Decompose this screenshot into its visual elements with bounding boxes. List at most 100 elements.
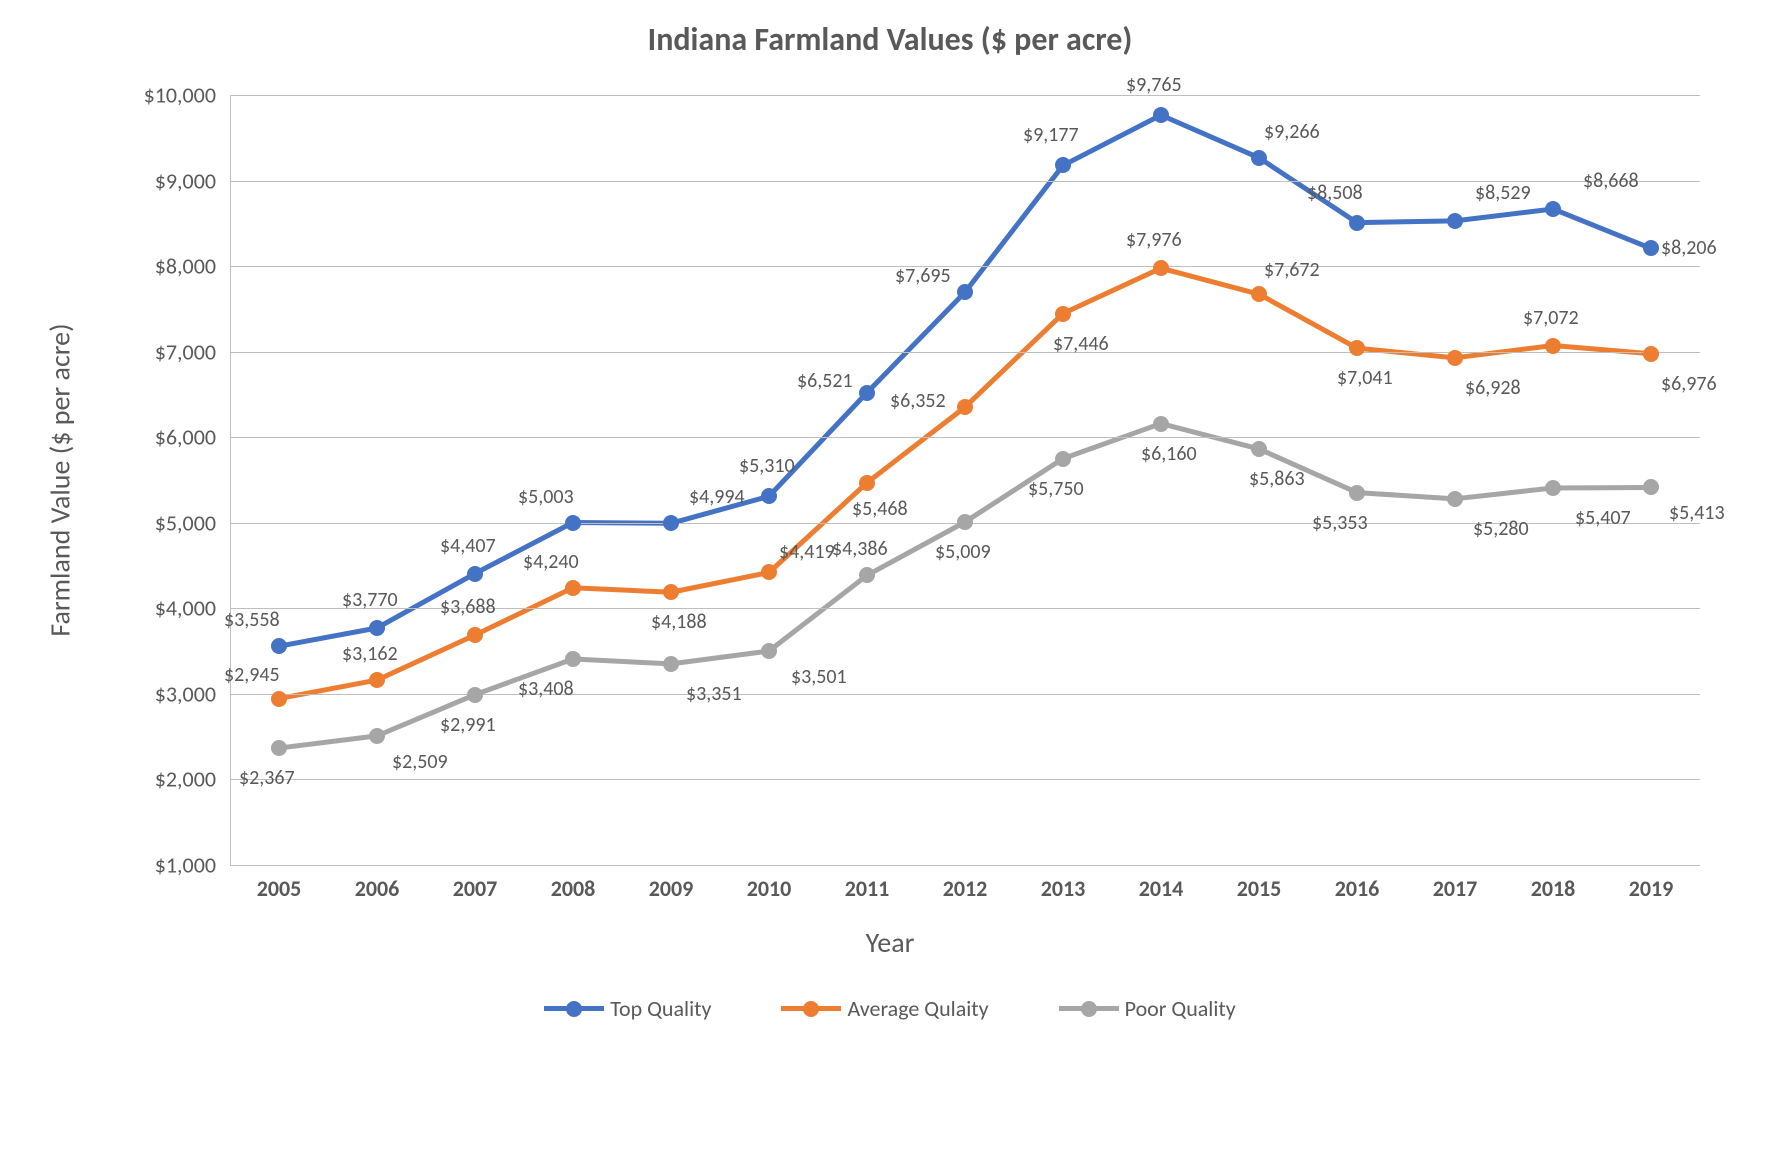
legend-marker — [1081, 1001, 1097, 1017]
gridline — [230, 779, 1700, 780]
data-marker — [859, 385, 875, 401]
data-marker — [1153, 416, 1169, 432]
y-tick-label: $9,000 — [155, 167, 230, 194]
data-marker — [565, 515, 581, 531]
data-label: $2,509 — [392, 750, 448, 774]
data-marker — [663, 515, 679, 531]
x-tick-label: 2016 — [1335, 865, 1380, 902]
data-label: $7,446 — [1053, 332, 1109, 356]
data-marker — [271, 638, 287, 654]
series-line — [279, 268, 1651, 698]
x-tick-label: 2015 — [1237, 865, 1282, 902]
data-marker — [957, 514, 973, 530]
plot-svg — [230, 95, 1700, 865]
x-tick-label: 2017 — [1433, 865, 1478, 902]
data-marker — [1643, 346, 1659, 362]
data-label: $4,407 — [440, 534, 496, 558]
data-marker — [467, 687, 483, 703]
data-label: $5,863 — [1249, 467, 1305, 491]
data-marker — [1153, 107, 1169, 123]
data-marker — [1055, 306, 1071, 322]
legend-item: Top Quality — [544, 995, 711, 1022]
data-marker — [1447, 213, 1463, 229]
y-tick-label: $7,000 — [155, 338, 230, 365]
data-label: $4,240 — [523, 550, 579, 574]
x-tick-label: 2009 — [649, 865, 694, 902]
data-marker — [369, 620, 385, 636]
data-marker — [957, 284, 973, 300]
data-marker — [1545, 338, 1561, 354]
x-tick-label: 2011 — [845, 865, 890, 902]
data-label: $7,695 — [895, 264, 951, 288]
data-label: $7,976 — [1126, 228, 1182, 252]
data-marker — [369, 672, 385, 688]
x-tick-label: 2013 — [1041, 865, 1086, 902]
legend-marker — [803, 1001, 819, 1017]
data-label: $2,991 — [440, 713, 496, 737]
data-marker — [1447, 350, 1463, 366]
y-tick-label: $5,000 — [155, 509, 230, 536]
data-marker — [1349, 340, 1365, 356]
legend-label: Top Quality — [610, 995, 711, 1022]
data-label: $2,367 — [239, 766, 295, 790]
data-label: $5,003 — [518, 485, 574, 509]
x-tick-label: 2012 — [943, 865, 988, 902]
data-marker — [761, 488, 777, 504]
data-marker — [1251, 286, 1267, 302]
data-label: $3,408 — [518, 677, 574, 701]
data-label: $5,280 — [1473, 517, 1529, 541]
gridline — [230, 266, 1700, 267]
legend-marker — [566, 1001, 582, 1017]
data-label: $7,041 — [1337, 366, 1393, 390]
data-label: $5,310 — [739, 454, 795, 478]
x-axis-title: Year — [0, 925, 1780, 960]
x-tick-label: 2010 — [747, 865, 792, 902]
gridline — [230, 352, 1700, 353]
gridline — [230, 694, 1700, 695]
data-marker — [271, 740, 287, 756]
y-tick-label: $3,000 — [155, 680, 230, 707]
data-marker — [1643, 240, 1659, 256]
legend-label: Poor Quality — [1125, 995, 1236, 1022]
data-marker — [1055, 157, 1071, 173]
legend-line-wrap — [1059, 1006, 1119, 1011]
data-marker — [1153, 260, 1169, 276]
gridline — [230, 95, 1700, 96]
x-tick-label: 2006 — [355, 865, 400, 902]
chart-container: Indiana Farmland Values ($ per acre) $1,… — [0, 0, 1780, 1150]
data-label: $6,928 — [1465, 376, 1521, 400]
legend-line-wrap — [544, 1006, 604, 1011]
data-label: $5,750 — [1028, 477, 1084, 501]
x-tick-label: 2019 — [1629, 865, 1674, 902]
data-marker — [957, 399, 973, 415]
data-label: $4,419 — [779, 540, 835, 564]
data-marker — [565, 651, 581, 667]
gridline — [230, 437, 1700, 438]
data-label: $5,407 — [1575, 506, 1631, 530]
data-marker — [1545, 480, 1561, 496]
x-tick-label: 2008 — [551, 865, 596, 902]
data-marker — [761, 564, 777, 580]
x-tick-label: 2005 — [257, 865, 302, 902]
data-label: $6,160 — [1141, 442, 1197, 466]
data-label: $7,072 — [1523, 306, 1579, 330]
data-marker — [1447, 491, 1463, 507]
series-line — [279, 115, 1651, 646]
data-label: $9,266 — [1264, 120, 1320, 144]
legend: Top QualityAverage QulaityPoor Quality — [0, 995, 1780, 1022]
data-marker — [1055, 451, 1071, 467]
data-marker — [663, 656, 679, 672]
data-marker — [859, 567, 875, 583]
data-label: $5,468 — [852, 497, 908, 521]
data-label: $9,177 — [1023, 123, 1079, 147]
data-label: $4,994 — [689, 485, 745, 509]
y-tick-label: $1,000 — [155, 852, 230, 879]
data-label: $6,521 — [797, 369, 853, 393]
data-marker — [1349, 215, 1365, 231]
data-label: $7,672 — [1264, 258, 1320, 282]
data-label: $3,351 — [686, 682, 742, 706]
data-marker — [761, 643, 777, 659]
data-label: $2,945 — [224, 663, 280, 687]
y-axis-title: Farmland Value ($ per acre) — [43, 323, 78, 636]
data-label: $8,529 — [1475, 181, 1531, 205]
